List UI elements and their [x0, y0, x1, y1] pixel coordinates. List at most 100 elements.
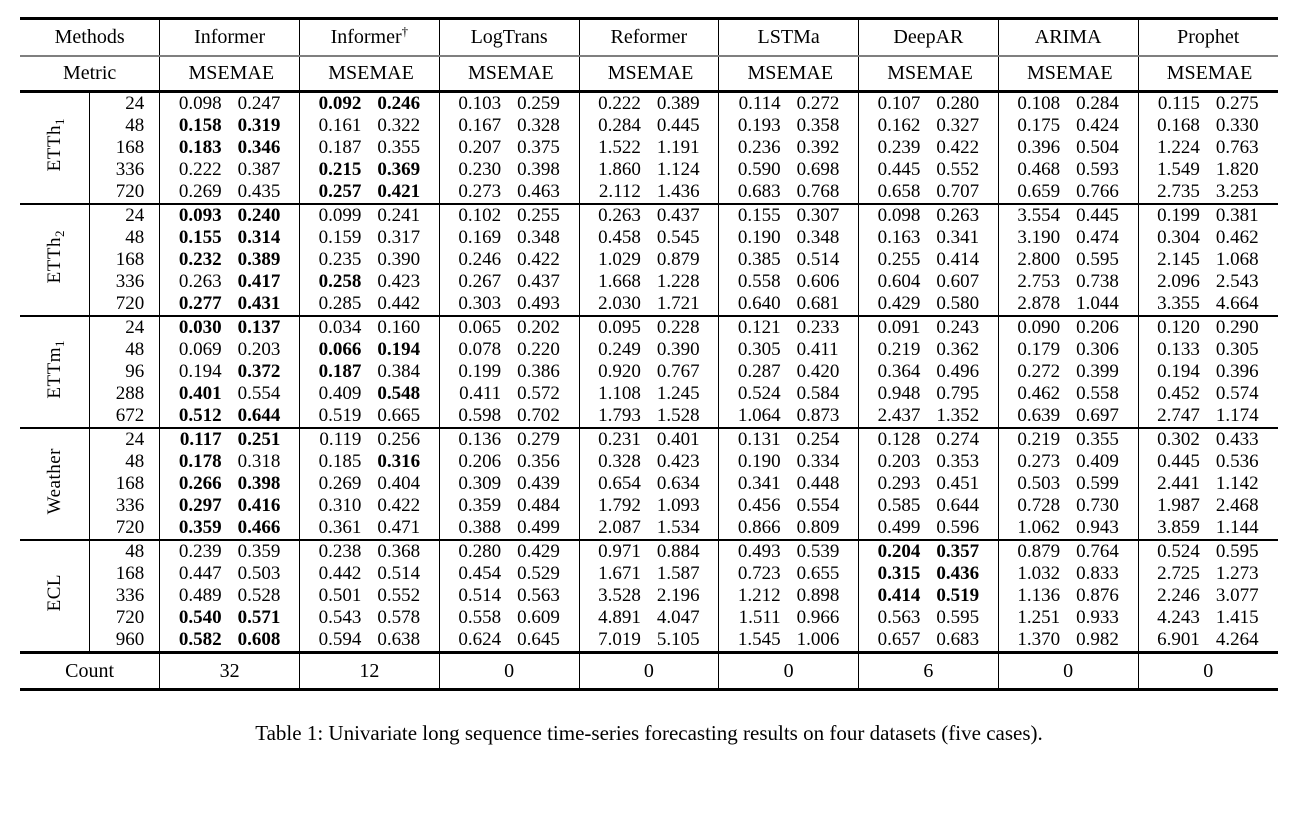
metric-mse-header: MSE: [159, 56, 230, 93]
mae-value: 0.504: [1076, 137, 1119, 158]
mae-value: 0.539: [788, 539, 859, 563]
mae-value: 0.528: [237, 585, 281, 606]
mse-value: 0.359: [438, 495, 510, 517]
mae-value: 0.578: [377, 607, 421, 628]
count-value-7: 0: [1137, 651, 1278, 691]
mse-value: 0.396: [997, 137, 1069, 159]
mse-value: 0.030: [159, 315, 230, 339]
mse-value: 0.273: [997, 451, 1069, 473]
data-row-weather-336: 336 0.297 0.416 0.310 0.422 0.359 0.484 1.792 1.…: [20, 495, 1278, 517]
mae-value: 0.431: [237, 293, 281, 314]
mae-value: 0.738: [1076, 271, 1119, 292]
mae-value: 0.571: [237, 607, 281, 628]
mse-value: 2.030: [578, 293, 649, 316]
mse-value: 0.169: [438, 227, 510, 249]
mae-value: 0.247: [237, 93, 281, 114]
mae-value: 0.514: [796, 249, 840, 270]
mse-value: 0.162: [858, 115, 929, 137]
horizon-cell: 168: [115, 249, 145, 270]
mae-value: 0.698: [796, 159, 840, 180]
mse-value: 0.468: [997, 159, 1069, 181]
method-header-logtrans: LogTrans: [438, 18, 579, 57]
mse-value: 0.285: [299, 293, 370, 316]
mse-value: 0.442: [299, 563, 370, 585]
mae-value: 0.439: [517, 473, 560, 494]
mse-value: 4.891: [578, 607, 649, 629]
mse-value: 0.115: [1137, 91, 1208, 115]
mse-value: 0.194: [1137, 361, 1208, 383]
mae-value: 0.545: [656, 227, 700, 248]
mae-value: 0.563: [517, 585, 560, 606]
mae-value: 0.451: [936, 473, 980, 494]
mae-value: 0.809: [796, 517, 840, 538]
count-value-0: 32: [159, 651, 300, 691]
mse-value: 2.096: [1137, 271, 1208, 293]
mae-value: 1.245: [656, 383, 700, 404]
mse-value: 0.194: [159, 361, 230, 383]
horizon-cell: 336: [115, 495, 145, 516]
mae-value: 0.274: [928, 427, 999, 451]
mae-value: 1.124: [656, 159, 700, 180]
mse-value: 0.524: [718, 383, 789, 405]
mae-value: 0.398: [237, 473, 281, 494]
mse-value: 0.297: [159, 495, 230, 517]
metric-mse-header: MSE: [1137, 56, 1208, 93]
data-row-weather-168: 168 0.266 0.398 0.269 0.404 0.309 0.439 0.654 0.…: [20, 473, 1278, 495]
mse-value: 0.414: [858, 585, 929, 607]
data-row-ecl-48: ECL 48 0.239 0.359 0.238 0.368 0.280 0.429 0.971…: [20, 539, 1278, 653]
mae-value: 0.316: [377, 451, 421, 472]
mse-value: 0.185: [299, 451, 370, 473]
mae-value: 0.372: [237, 361, 281, 382]
mse-value: 0.328: [578, 451, 649, 473]
mae-value: 0.503: [237, 563, 281, 584]
mse-value: 0.239: [858, 137, 929, 159]
mse-value: 0.098: [159, 91, 230, 115]
mae-value: 0.484: [517, 495, 560, 516]
mse-value: 2.145: [1137, 249, 1208, 271]
mse-value: 0.238: [299, 539, 370, 563]
dataset-label-etth1: ETTh1: [20, 91, 91, 204]
mae-value: 0.833: [1076, 563, 1119, 584]
dagger-mark: †: [401, 23, 409, 39]
mse-value: 0.133: [1137, 339, 1208, 361]
mse-value: 0.163: [858, 227, 929, 249]
mae-value: 0.943: [1076, 517, 1119, 538]
mse-value: 0.540: [159, 607, 230, 629]
mae-value: 0.879: [656, 249, 700, 270]
mae-value: 0.414: [936, 249, 980, 270]
horizon-cell: 24: [89, 427, 160, 451]
horizon-cell: 24: [125, 93, 145, 114]
mae-value: 0.279: [509, 427, 579, 451]
mse-value: 0.190: [718, 227, 789, 249]
mse-value: 0.280: [438, 539, 510, 563]
method-header-reformer: Reformer: [578, 18, 719, 57]
mae-value: 0.437: [517, 271, 560, 292]
mae-value: 0.609: [517, 607, 560, 628]
data-row-ecl-168: 168 0.447 0.503 0.442 0.514 0.454 0.529 1.671 1.…: [20, 563, 1278, 585]
mse-value: 2.725: [1137, 563, 1208, 585]
mse-value: 0.098: [858, 203, 929, 227]
mae-value: 0.241: [369, 203, 440, 227]
mae-value: 0.474: [1076, 227, 1119, 248]
mae-value: 0.272: [796, 93, 840, 114]
mae-value: 0.606: [796, 271, 840, 292]
count-value-2: 0: [438, 651, 579, 691]
data-row-etth1-168: 168 0.183 0.346 0.187 0.355 0.207 0.375 1.522 1.…: [20, 137, 1278, 159]
mae-value: 0.707: [936, 181, 980, 202]
mse-value: 0.287: [718, 361, 789, 383]
mae-value: 0.355: [1068, 427, 1138, 451]
mse-value: 0.155: [718, 203, 789, 227]
horizon-cell: 336: [115, 271, 145, 292]
mae-value: 0.423: [377, 271, 421, 292]
mae-value: 0.634: [656, 473, 700, 494]
mae-value: 0.552: [936, 159, 980, 180]
mae-value: 0.334: [796, 451, 840, 472]
mse-value: 0.108: [997, 91, 1069, 115]
mse-value: 1.029: [578, 249, 649, 271]
mse-value: 0.161: [299, 115, 370, 137]
mae-value: 0.514: [377, 563, 421, 584]
mae-value: 0.448: [796, 473, 840, 494]
mae-value: 0.596: [936, 517, 980, 538]
mse-value: 0.409: [299, 383, 370, 405]
mse-value: 0.034: [299, 315, 370, 339]
